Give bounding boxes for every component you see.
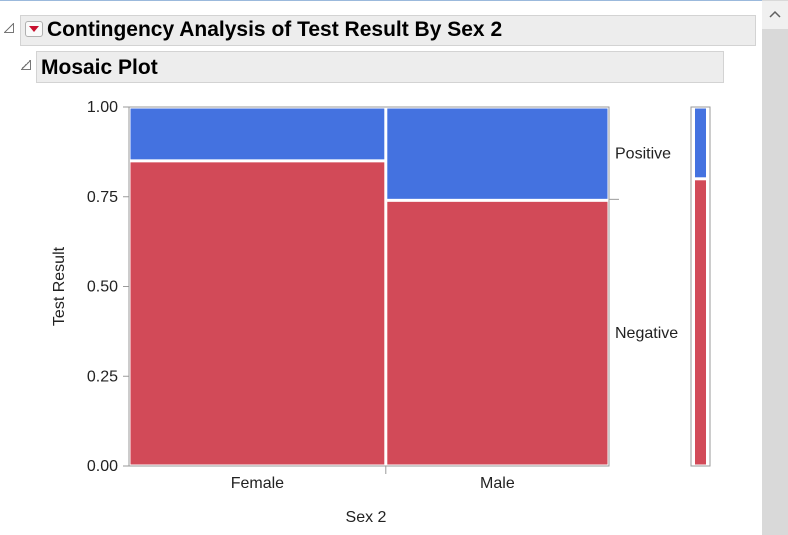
- marginal-cell-negative: [695, 180, 706, 465]
- y-tick-label: 0.25: [87, 368, 118, 385]
- scroll-up-button[interactable]: [762, 1, 788, 29]
- x-tick-label: Male: [480, 475, 515, 492]
- section-title: Mosaic Plot: [41, 56, 158, 79]
- marginal-cell-positive: [695, 108, 706, 178]
- red-triangle-menu-icon[interactable]: [25, 21, 43, 37]
- x-axis-title: Sex 2: [346, 509, 387, 526]
- report-header[interactable]: Contingency Analysis of Test Result By S…: [20, 15, 756, 46]
- chevron-up-icon: [769, 10, 781, 18]
- section-header[interactable]: Mosaic Plot: [36, 51, 724, 83]
- y-tick-label: 1.00: [87, 99, 118, 116]
- y-tick-label: 0.00: [87, 458, 118, 475]
- mosaic-plot: Female Male 0.00 0.25 0.50 0.75 1.00 Sex 2 Test …: [51, 99, 711, 526]
- y-tick-label: 0.75: [87, 189, 118, 206]
- x-tick-label: Female: [231, 475, 284, 492]
- outline-toggle-icon[interactable]: [4, 23, 14, 33]
- mosaic-cell-female-positive: [130, 108, 385, 160]
- mosaic-cell-male-negative: [387, 201, 608, 465]
- y-axis-title: Test Result: [51, 246, 68, 326]
- window-top-border: [0, 0, 788, 1]
- report-title: Contingency Analysis of Test Result By S…: [47, 18, 503, 41]
- y-tick-label: 0.50: [87, 279, 118, 296]
- level-label-negative: Negative: [615, 325, 678, 342]
- vertical-scrollbar[interactable]: [762, 0, 788, 535]
- mosaic-cell-female-negative: [130, 162, 385, 465]
- level-label-positive: Positive: [615, 146, 671, 163]
- section-toggle-icon[interactable]: [21, 60, 31, 70]
- mosaic-cell-male-positive: [387, 108, 608, 199]
